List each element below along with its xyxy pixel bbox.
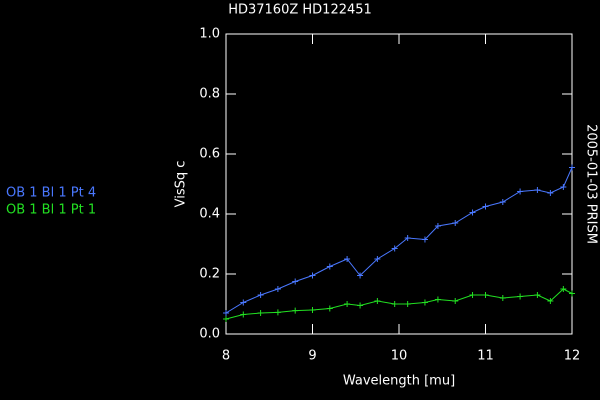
point-marker bbox=[326, 305, 333, 312]
y-axis-label: VisSq c bbox=[174, 161, 189, 208]
x-tick-label: 9 bbox=[308, 349, 316, 364]
side-label: 2005-01-03 PRISM bbox=[584, 124, 599, 244]
point-marker bbox=[421, 299, 428, 306]
point-marker bbox=[534, 187, 541, 193]
point-marker bbox=[482, 292, 489, 298]
point-marker bbox=[274, 309, 281, 316]
point-marker bbox=[344, 301, 351, 307]
point-marker bbox=[547, 190, 554, 196]
y-tick-label: 0.2 bbox=[199, 267, 220, 282]
point-marker bbox=[257, 310, 264, 316]
point-marker bbox=[434, 223, 441, 229]
point-marker bbox=[469, 292, 476, 298]
x-tick-label: 8 bbox=[222, 349, 230, 364]
point-marker bbox=[534, 292, 541, 298]
point-marker bbox=[452, 298, 459, 304]
x-tick-label: 10 bbox=[391, 349, 408, 364]
legend-entry: OB 1 Bl 1 Pt 4 bbox=[6, 186, 96, 201]
y-tick-label: 1.0 bbox=[199, 27, 220, 42]
x-axis-label: Wavelength [mu] bbox=[343, 374, 455, 389]
point-marker bbox=[499, 295, 506, 301]
point-marker bbox=[326, 263, 333, 270]
point-marker bbox=[309, 272, 316, 279]
y-tick-label: 0.6 bbox=[199, 147, 220, 162]
point-marker bbox=[292, 307, 299, 314]
point-marker bbox=[499, 199, 506, 205]
point-marker bbox=[547, 298, 554, 304]
y-tick-label: 0.8 bbox=[199, 87, 220, 102]
point-marker bbox=[452, 220, 459, 226]
y-tick-label: 0.4 bbox=[199, 207, 220, 222]
point-marker bbox=[482, 203, 489, 210]
point-marker bbox=[240, 299, 247, 306]
y-tick-label: 0.0 bbox=[199, 327, 220, 342]
point-marker bbox=[344, 256, 351, 262]
point-marker bbox=[404, 235, 411, 241]
point-marker bbox=[257, 292, 264, 298]
point-marker bbox=[357, 272, 364, 279]
point-marker bbox=[374, 298, 381, 304]
point-marker bbox=[240, 311, 247, 318]
x-tick-label: 11 bbox=[477, 349, 494, 364]
point-marker bbox=[560, 184, 567, 190]
point-marker bbox=[292, 278, 299, 285]
point-marker bbox=[434, 296, 441, 303]
point-marker bbox=[357, 302, 364, 309]
chart-title: HD37160Z HD122451 bbox=[228, 3, 372, 18]
point-marker bbox=[517, 293, 524, 300]
point-marker bbox=[569, 290, 575, 297]
point-marker bbox=[223, 310, 229, 316]
point-marker bbox=[469, 209, 476, 216]
point-marker bbox=[517, 188, 524, 195]
x-tick-label: 12 bbox=[564, 349, 581, 364]
point-marker bbox=[560, 286, 567, 292]
point-marker bbox=[223, 316, 229, 322]
point-marker bbox=[274, 286, 281, 292]
point-marker bbox=[421, 236, 428, 243]
point-marker bbox=[374, 256, 381, 262]
point-marker bbox=[391, 245, 398, 252]
point-marker bbox=[404, 301, 411, 307]
legend-entry: OB 1 Bl 1 Pt 1 bbox=[6, 203, 96, 218]
point-marker bbox=[391, 301, 398, 307]
point-marker bbox=[569, 164, 575, 171]
point-marker bbox=[309, 307, 316, 313]
